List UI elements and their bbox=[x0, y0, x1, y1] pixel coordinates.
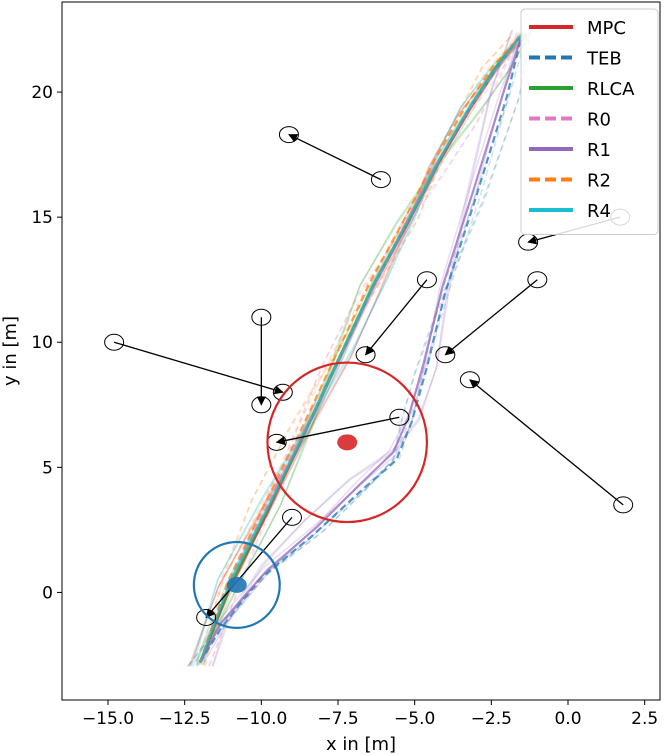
plot-frame bbox=[61, 1, 661, 701]
robot-marker-teb bbox=[226, 576, 247, 593]
y-axis-ticks: 0 5 10 15 20 bbox=[31, 83, 62, 603]
obstacle-arrow bbox=[365, 279, 428, 356]
legend-label-r0: R0 bbox=[587, 110, 611, 131]
obstacle-circle bbox=[278, 126, 299, 144]
y-tick-label: 5 bbox=[42, 458, 53, 478]
legend-label-r1: R1 bbox=[587, 140, 611, 161]
obstacle-arrow bbox=[469, 379, 624, 506]
ghost-line-teb bbox=[187, 29, 531, 667]
obstacle-circle bbox=[251, 396, 272, 414]
obstacle-circle bbox=[459, 371, 480, 389]
ghost-line-r2 bbox=[202, 33, 515, 667]
legend-label-teb: TEB bbox=[586, 49, 622, 70]
x-tick-label: −12.5 bbox=[159, 709, 211, 729]
obstacle-circle bbox=[416, 271, 437, 289]
obstacle-circle bbox=[355, 346, 376, 364]
ghost-line-r1 bbox=[211, 30, 513, 667]
obstacle-arrow bbox=[288, 134, 382, 181]
obstacle-circle bbox=[527, 271, 548, 289]
robots bbox=[192, 361, 429, 629]
obstacle-circle bbox=[251, 308, 272, 326]
obstacle-circle bbox=[613, 496, 634, 514]
ghost-line-r4 bbox=[192, 33, 525, 667]
legend: MPC TEB RLCA R0 R1 R2 R4 bbox=[520, 8, 659, 235]
y-tick-label: 15 bbox=[31, 208, 53, 228]
ghost-line-r0 bbox=[208, 33, 518, 667]
x-tick-label: −10.0 bbox=[235, 709, 287, 729]
series-line-r4 bbox=[198, 33, 523, 663]
x-axis-label: x in [m] bbox=[326, 734, 396, 755]
ghost-line-mpc bbox=[188, 33, 530, 667]
ghost-line-r2 bbox=[203, 35, 519, 665]
legend-label-mpc: MPC bbox=[587, 18, 626, 39]
ghost-line-rlca bbox=[197, 33, 530, 667]
robot-safety-ring-teb bbox=[192, 540, 281, 629]
ghost-line-mpc bbox=[189, 33, 528, 667]
y-tick-label: 10 bbox=[31, 333, 53, 353]
obstacles bbox=[104, 126, 634, 626]
series-lines bbox=[198, 33, 524, 664]
y-tick-label: 0 bbox=[42, 583, 53, 603]
y-tick-label: 20 bbox=[31, 83, 53, 103]
ghost-line-r0 bbox=[203, 32, 519, 662]
x-tick-label: 0.0 bbox=[554, 709, 581, 729]
ghost-line-rlca bbox=[195, 34, 532, 667]
series-line-r1 bbox=[199, 34, 524, 664]
obstacle-arrow bbox=[113, 341, 284, 395]
obstacle-circle bbox=[104, 333, 125, 351]
ghost-line-r0 bbox=[198, 35, 526, 665]
ghost-line-teb bbox=[196, 34, 527, 665]
obstacle-circle bbox=[435, 346, 456, 364]
obstacle-circle bbox=[196, 608, 217, 626]
obstacle-circle bbox=[272, 383, 293, 401]
legend-label-rlca: RLCA bbox=[587, 79, 635, 100]
y-axis-label: y in [m] bbox=[0, 316, 21, 386]
robot-marker-mpc bbox=[337, 434, 358, 451]
obstacle-circle bbox=[389, 408, 410, 426]
x-tick-label: −15.0 bbox=[82, 709, 134, 729]
obstacle-arrow bbox=[205, 516, 293, 619]
obstacle-arrow bbox=[444, 279, 538, 356]
x-tick-label: −5.0 bbox=[394, 709, 435, 729]
x-tick-label: 2.5 bbox=[631, 709, 658, 729]
x-tick-label: −7.5 bbox=[317, 709, 358, 729]
obstacle-circle bbox=[370, 171, 391, 189]
legend-label-r2: R2 bbox=[587, 171, 611, 192]
obstacle-circle bbox=[282, 508, 302, 526]
legend-label-r4: R4 bbox=[587, 201, 611, 222]
ghost-line-r0 bbox=[207, 34, 519, 667]
ghost-line-r4 bbox=[195, 32, 527, 662]
obstacle-arrow bbox=[275, 416, 400, 446]
robot-safety-ring-mpc bbox=[266, 361, 429, 524]
ghost-line-r2 bbox=[204, 33, 513, 667]
x-tick-label: −2.5 bbox=[471, 709, 512, 729]
ghost-line-r1 bbox=[202, 34, 519, 665]
x-axis-ticks: −15.0 −12.5 −10.0 −7.5 −5.0 −2.5 0.0 2.5 bbox=[82, 700, 658, 729]
ghost-line-r4 bbox=[190, 33, 527, 667]
